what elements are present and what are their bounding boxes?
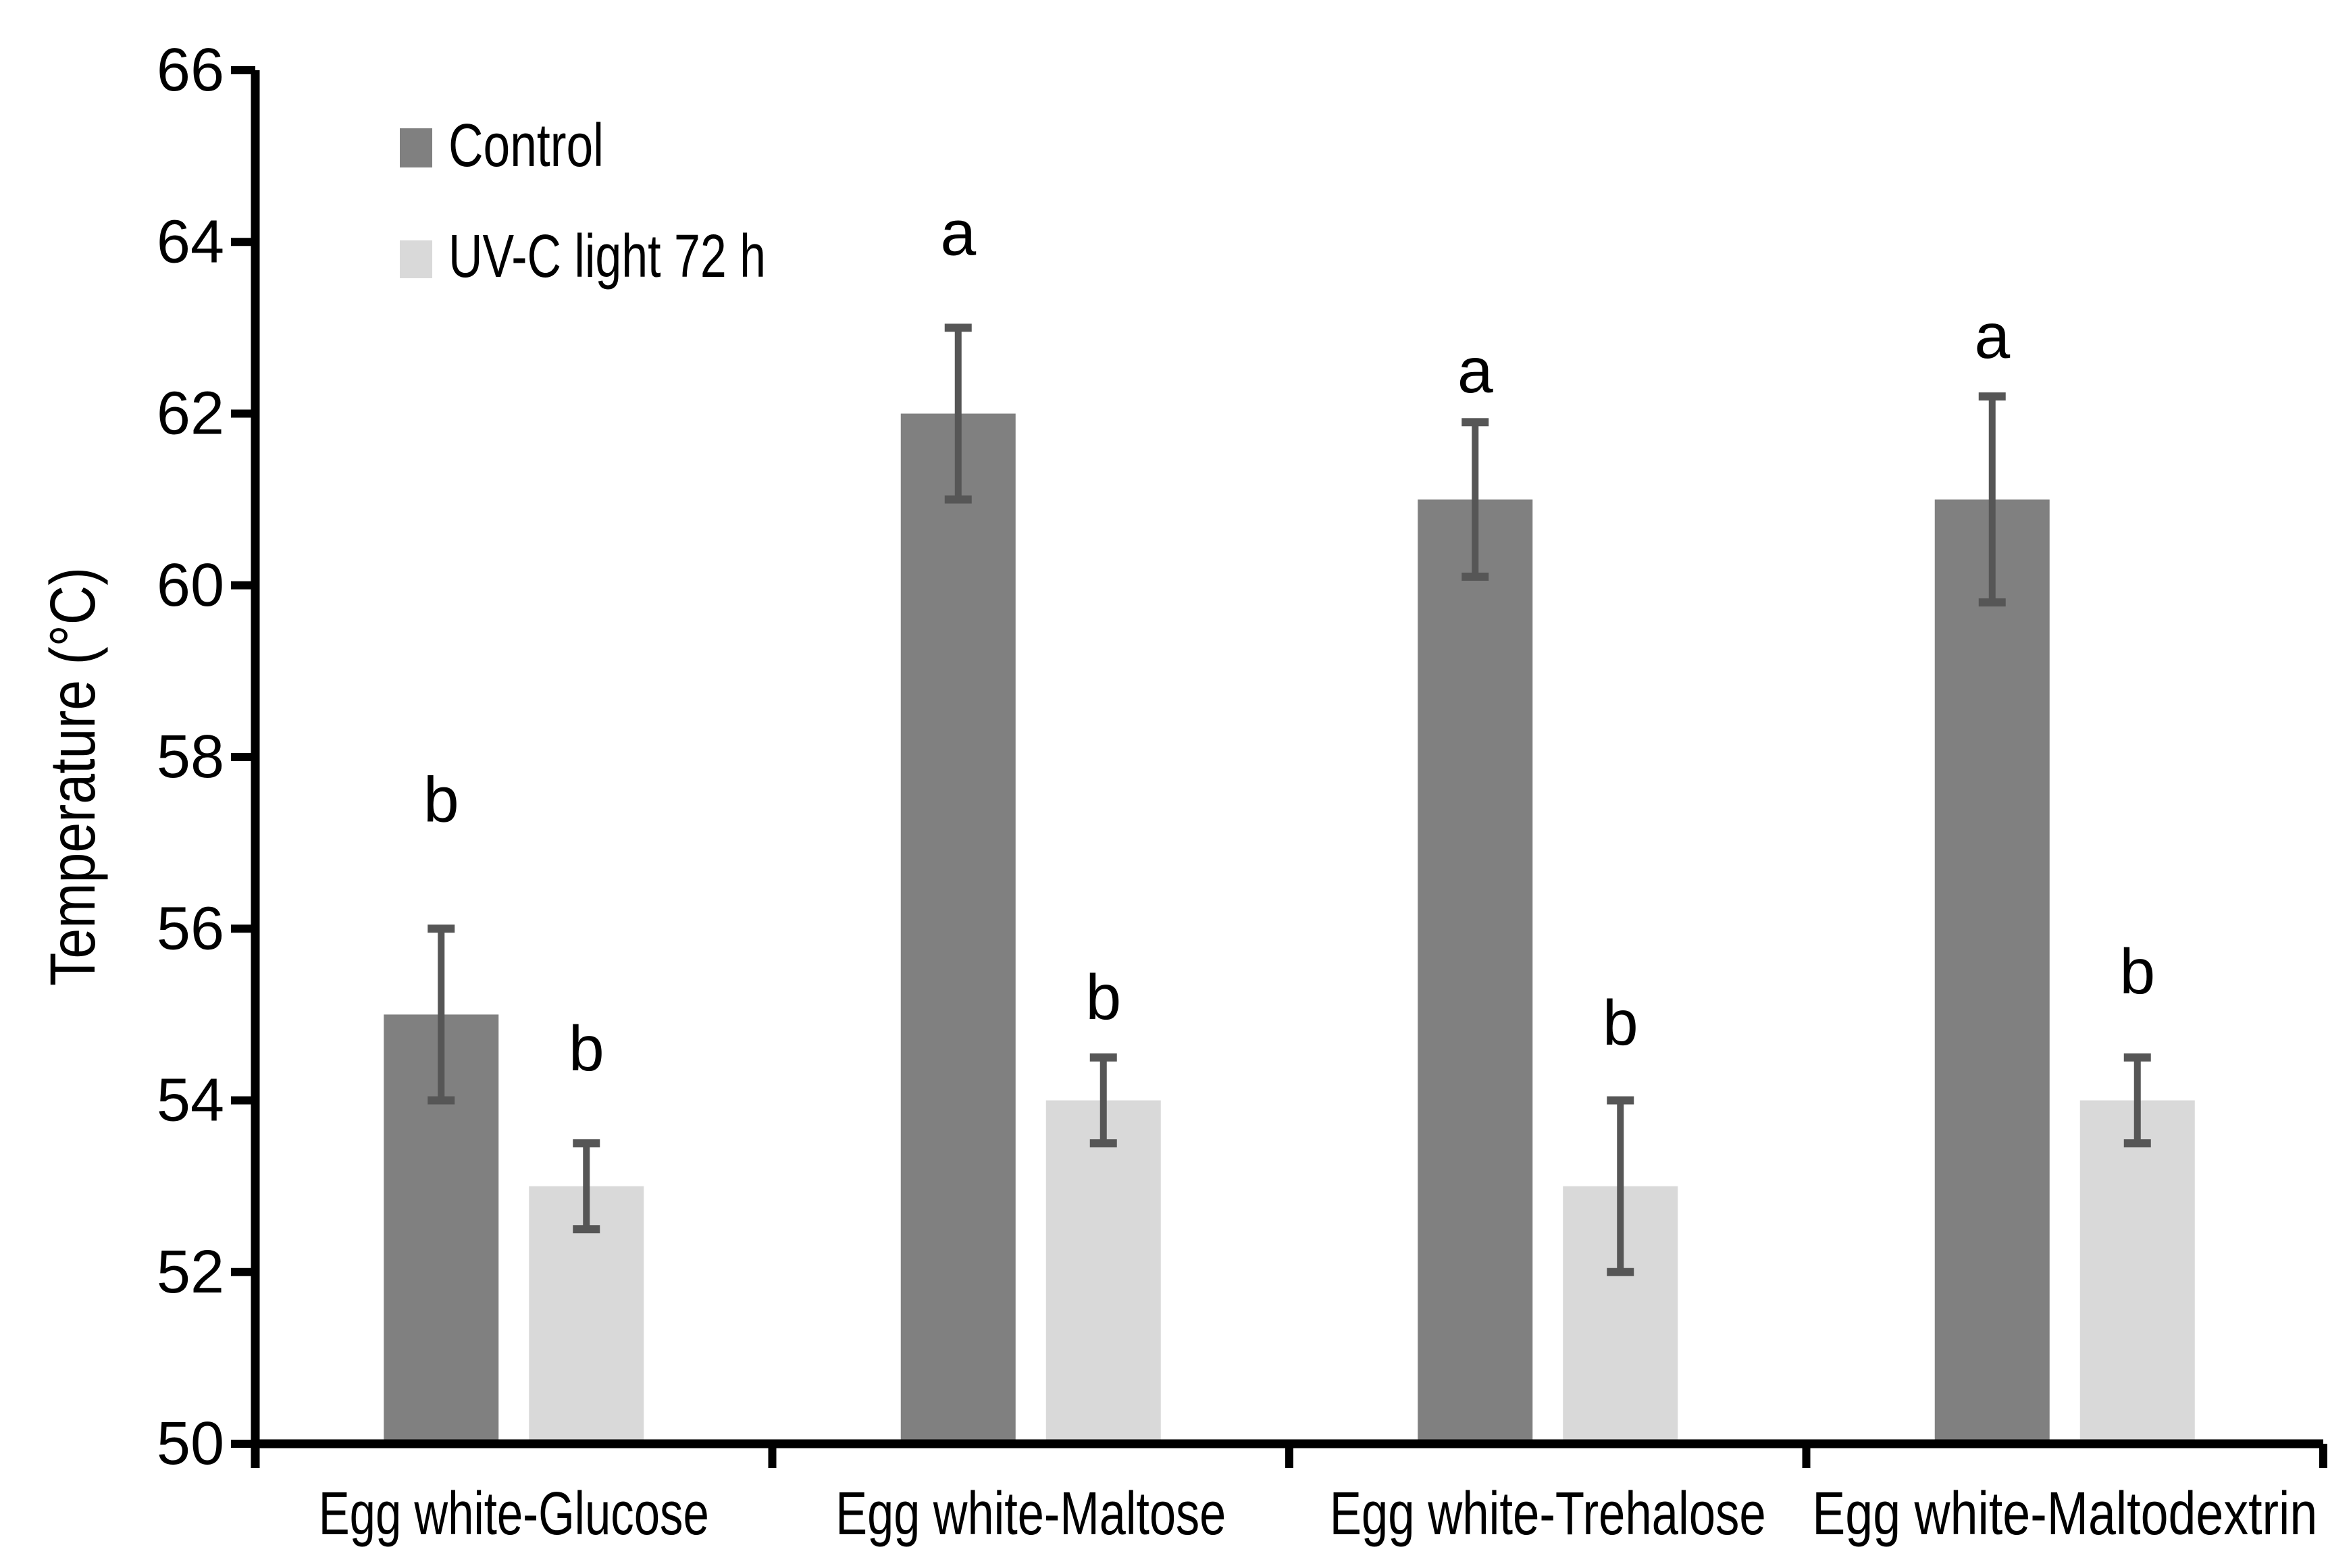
bar-control-egg-white-maltodextrin (1934, 499, 2050, 1444)
error-bar-uv-c-light-72-h-egg-white-maltodextrin (2123, 1053, 2151, 1148)
legend-label-control: Control (448, 112, 604, 180)
y-tick-label: 66 (157, 36, 224, 104)
significance-letter-uv-c-light-72-h-egg-white-glucose: b (569, 1013, 604, 1084)
error-bar-uv-c-light-72-h-egg-white-trehalose (1607, 1096, 1634, 1276)
legend: Control UV-C light 72 h (400, 112, 766, 290)
x-category-label-egg-white-trehalose: Egg white-Trehalose (1330, 1480, 1766, 1548)
bar-control-egg-white-trehalose (1418, 499, 1533, 1444)
x-category-label-egg-white-maltodextrin: Egg white-Maltodextrin (1812, 1480, 2317, 1548)
y-tick-label: 50 (157, 1410, 224, 1478)
error-bar-uv-c-light-72-h-egg-white-glucose (573, 1139, 600, 1234)
y-tick-label: 52 (157, 1238, 224, 1306)
bar-control-egg-white-maltose (900, 413, 1016, 1444)
y-tick-label: 60 (157, 552, 224, 619)
error-bar-control-egg-white-maltodextrin (1978, 392, 2006, 607)
legend-swatch-control (400, 128, 432, 167)
error-bar-uv-c-light-72-h-egg-white-maltose (1089, 1053, 1117, 1148)
y-tick-label: 58 (157, 723, 224, 791)
significance-letter-control-egg-white-maltodextrin: a (1974, 300, 2010, 372)
y-tick-label: 54 (157, 1067, 224, 1134)
x-category-label-egg-white-maltose: Egg white-Maltose (835, 1480, 1226, 1548)
legend-label-uvc: UV-C light 72 h (448, 223, 766, 290)
bar-uv-c-light-72-h-egg-white-maltodextrin (2079, 1100, 2195, 1444)
significance-letter-uv-c-light-72-h-egg-white-maltodextrin: b (2119, 936, 2155, 1008)
legend-swatch-uvc (400, 240, 432, 278)
significance-letter-uv-c-light-72-h-egg-white-trehalose: b (1603, 987, 1638, 1059)
significance-letter-control-egg-white-glucose: b (423, 764, 459, 836)
error-bar-control-egg-white-glucose (428, 924, 455, 1105)
y-tick-label: 64 (157, 208, 224, 276)
y-tick-label: 62 (157, 380, 224, 448)
y-axis-title: Temperature (°C) (37, 567, 109, 986)
significance-letter-uv-c-light-72-h-egg-white-maltose: b (1085, 962, 1121, 1033)
significance-letter-control-egg-white-trehalose: a (1457, 335, 1493, 407)
error-bar-control-egg-white-maltose (944, 323, 972, 504)
bar-uv-c-light-72-h-egg-white-maltose (1045, 1100, 1161, 1444)
significance-letter-control-egg-white-maltose: a (940, 198, 976, 269)
y-tick-label: 56 (157, 895, 224, 962)
x-category-label-egg-white-glucose: Egg white-Glucose (319, 1480, 709, 1548)
error-bar-control-egg-white-trehalose (1462, 418, 1489, 581)
plot-area: 50 52 54 56 58 60 62 64 66 b a a a b b b b Egg white-Gluc… (157, 36, 2327, 1548)
